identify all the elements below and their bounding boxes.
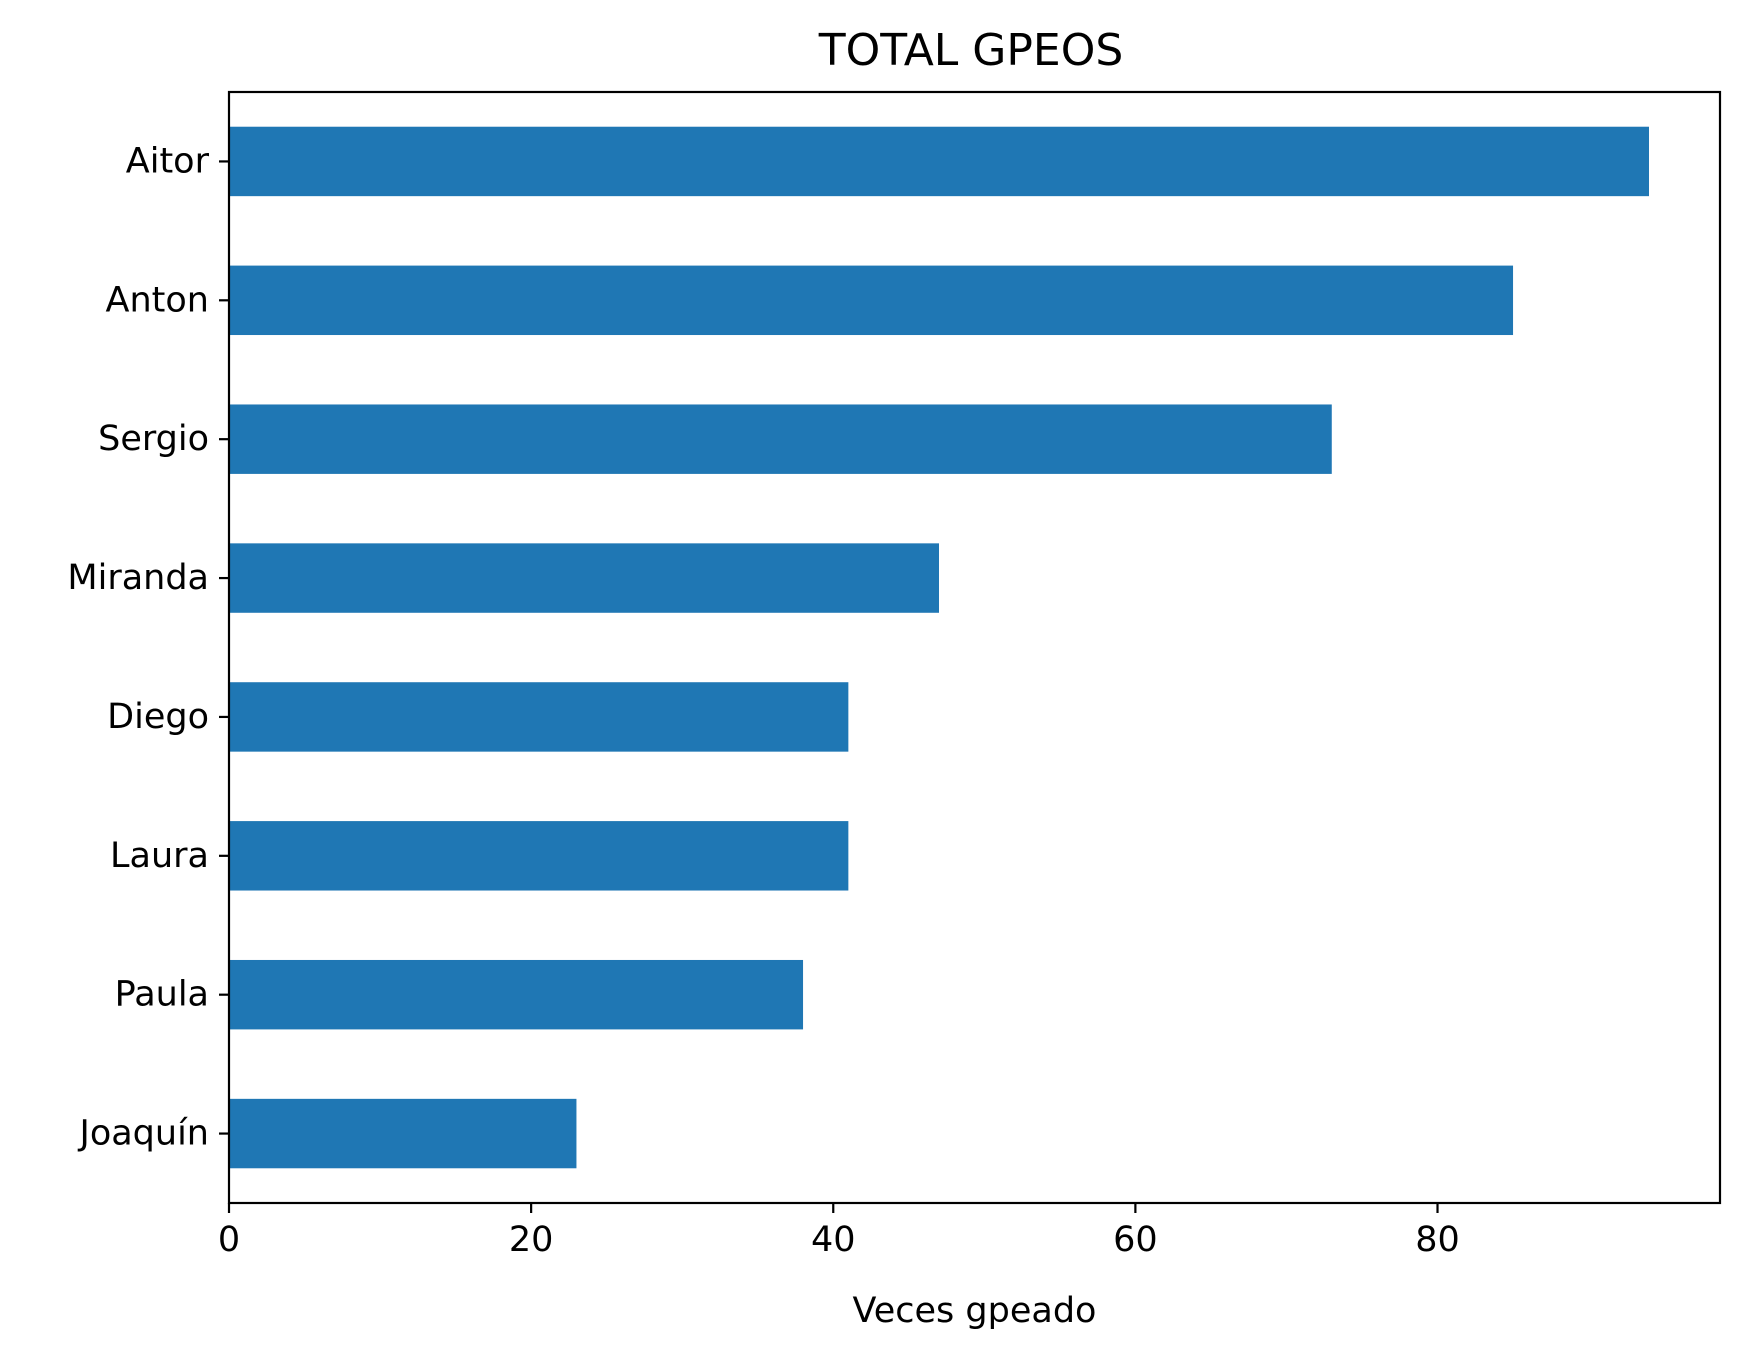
y-axis-ticks: Aitor Anton Sergio Miranda Diego Laura Paula Jo… bbox=[67, 141, 229, 1154]
x-tick-label: 80 bbox=[1415, 1220, 1460, 1260]
x-tick-label: 0 bbox=[218, 1220, 240, 1260]
x-tick-label: 40 bbox=[811, 1220, 856, 1260]
bar-paula bbox=[229, 959, 804, 1030]
x-axis-label: Veces gpeado bbox=[853, 1291, 1097, 1331]
y-tick-label: Joaquín bbox=[78, 1114, 210, 1154]
plot-frame bbox=[227, 90, 1722, 1205]
x-tick-label: 20 bbox=[509, 1220, 554, 1260]
bar-anton bbox=[229, 265, 1514, 336]
bar-diego bbox=[229, 682, 849, 752]
y-tick-label: Aitor bbox=[126, 141, 210, 181]
y-tick-label: Sergio bbox=[98, 419, 209, 459]
y-tick-label: Miranda bbox=[67, 558, 209, 598]
bar-aitor bbox=[229, 126, 1649, 197]
y-tick-label: Paula bbox=[115, 975, 209, 1015]
bar-sergio bbox=[229, 404, 1332, 474]
bar-laura bbox=[229, 821, 849, 891]
bars-group bbox=[229, 126, 1649, 1169]
chart-title: TOTAL GPEOS bbox=[818, 25, 1124, 76]
x-tick-label: 60 bbox=[1113, 1220, 1158, 1260]
bar-miranda bbox=[229, 543, 939, 613]
y-tick-label: Anton bbox=[106, 280, 209, 320]
y-tick-label: Laura bbox=[110, 836, 209, 876]
x-axis-ticks: 0 20 40 60 80 bbox=[218, 1203, 1460, 1260]
y-tick-label: Diego bbox=[107, 697, 209, 737]
bar-joaquin bbox=[229, 1098, 577, 1169]
